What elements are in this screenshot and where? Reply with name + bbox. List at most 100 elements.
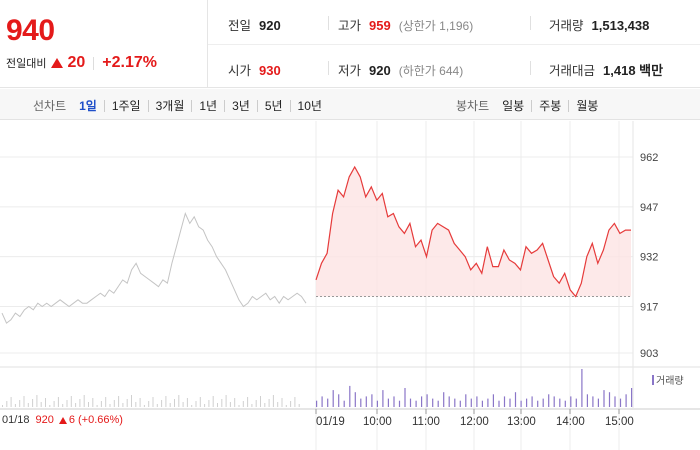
divider bbox=[328, 16, 329, 30]
today-series bbox=[315, 165, 631, 298]
volume-bar bbox=[264, 403, 266, 407]
prev-close: 920 bbox=[35, 414, 54, 426]
volume-bar bbox=[148, 401, 150, 407]
volume-bar bbox=[161, 400, 163, 407]
volume-bar bbox=[614, 396, 616, 407]
lower-limit: (하한가 644) bbox=[398, 64, 464, 78]
x-axis-labels: 01/19 10:00 11:00 12:00 13:00 14:00 15:00 bbox=[315, 409, 634, 428]
stat-prev-close: 전일 920 bbox=[228, 15, 281, 34]
today-area bbox=[316, 167, 631, 298]
today-fill bbox=[316, 167, 631, 297]
volume-bar bbox=[465, 394, 467, 407]
intraday-chart: 962 947 932 917 903 01/19 10:00 11:00 12:00 13:0… bbox=[0, 121, 700, 450]
volume-bar bbox=[437, 400, 439, 407]
volume-bar bbox=[126, 399, 128, 407]
volume-bar bbox=[476, 396, 478, 407]
stat-open: 시가 930 bbox=[228, 60, 281, 79]
volume-bar bbox=[520, 400, 522, 407]
volume-bar bbox=[603, 390, 605, 407]
volume-bar bbox=[113, 400, 115, 407]
x-tick-label: 13:00 bbox=[507, 416, 536, 428]
volume-bar bbox=[586, 394, 588, 407]
volume-bar bbox=[409, 398, 412, 407]
volume-bar bbox=[387, 398, 389, 407]
tab-monthly-candle[interactable]: 월봉 bbox=[568, 99, 605, 112]
volume-bar bbox=[393, 396, 395, 407]
volume-bar bbox=[208, 400, 210, 407]
volume-bar bbox=[199, 397, 201, 407]
volume-bar bbox=[217, 403, 218, 407]
volume-bar bbox=[53, 401, 55, 407]
volume-bar bbox=[272, 395, 274, 407]
stat-value: 920 bbox=[259, 18, 281, 33]
volume-bar bbox=[27, 403, 29, 407]
volume-bar bbox=[260, 396, 261, 407]
price-box: 940 전일대비 20 +2.17% bbox=[0, 0, 208, 88]
volume-bar bbox=[432, 398, 434, 407]
volume-bar bbox=[498, 400, 500, 407]
volume-bar bbox=[443, 392, 445, 407]
volume-bar bbox=[182, 402, 184, 407]
tab-10year[interactable]: 10년 bbox=[289, 99, 329, 112]
volume-bar bbox=[343, 400, 345, 407]
volume-bar bbox=[105, 397, 107, 407]
volume-bar bbox=[448, 396, 450, 407]
divider bbox=[530, 61, 531, 75]
tab-5year[interactable]: 5년 bbox=[256, 99, 290, 112]
volume-bar bbox=[492, 394, 494, 407]
y-tick-label: 962 bbox=[640, 152, 658, 164]
volume-bar bbox=[2, 405, 3, 407]
tab-1day[interactable]: 1일 bbox=[79, 98, 97, 113]
volume-bar bbox=[503, 396, 506, 407]
stat-low: 저가 920 (하한가 644) bbox=[338, 60, 463, 79]
change-label: 전일대비 bbox=[6, 58, 47, 70]
volume-bar bbox=[514, 392, 517, 407]
volume-bar bbox=[597, 398, 599, 407]
stats-divider bbox=[208, 44, 700, 45]
stat-value: 959 bbox=[369, 18, 391, 33]
volume-bar bbox=[195, 401, 197, 407]
volume-bar bbox=[360, 398, 362, 407]
volume-bar bbox=[631, 388, 633, 407]
x-tick-label: 14:00 bbox=[556, 416, 585, 428]
tab-daily-candle[interactable]: 일봉 bbox=[502, 98, 525, 113]
tab-weekly-candle[interactable]: 주봉 bbox=[531, 99, 568, 112]
tab-3year[interactable]: 3년 bbox=[224, 99, 257, 112]
volume-bar bbox=[365, 396, 367, 407]
tab-1week[interactable]: 1주일 bbox=[103, 99, 148, 112]
volume-bar bbox=[165, 396, 167, 407]
volume-bar bbox=[57, 397, 59, 407]
x-tick-label: 15:00 bbox=[605, 416, 634, 428]
volume-bar bbox=[570, 396, 572, 407]
tab-3month[interactable]: 3개월 bbox=[147, 99, 192, 112]
volume-bar bbox=[242, 401, 244, 407]
volume-bar bbox=[592, 396, 594, 407]
volume-bar bbox=[382, 390, 384, 407]
stat-label: 거래대금 bbox=[549, 64, 596, 78]
volume-bar bbox=[169, 403, 171, 407]
stat-value: 1,418 백만 bbox=[603, 63, 664, 78]
y-tick-label: 947 bbox=[640, 202, 658, 214]
tab-1year[interactable]: 1년 bbox=[191, 99, 224, 112]
volume-bar bbox=[83, 395, 85, 407]
volume-bar bbox=[268, 399, 270, 407]
stat-value: 1,513,438 bbox=[591, 18, 650, 33]
chart-grid bbox=[0, 121, 700, 450]
upper-limit: (상한가 1,196) bbox=[398, 19, 474, 33]
volume-bar bbox=[509, 398, 511, 407]
stat-value: 930 bbox=[259, 63, 281, 78]
volume-bar bbox=[135, 402, 137, 407]
current-price: 940 bbox=[6, 14, 55, 47]
volume-bar bbox=[426, 394, 428, 407]
volume-bar bbox=[294, 397, 296, 407]
volume-bar bbox=[421, 396, 423, 407]
line-chart-tabs: 선차트 1일 1주일 3개월 1년 3년 5년 10년 bbox=[33, 97, 329, 114]
volume-bar bbox=[564, 400, 566, 407]
x-tick-label: 01/19 bbox=[316, 416, 345, 428]
volume-bar bbox=[70, 396, 72, 407]
volume-bar bbox=[247, 397, 249, 407]
volume-bar bbox=[45, 398, 46, 407]
change-value: 20 bbox=[67, 54, 86, 71]
volume-bar bbox=[608, 392, 611, 407]
chart-period-tabs: 선차트 1일 1주일 3개월 1년 3년 5년 10년 봉차트 일봉 주봉 월봉 bbox=[0, 89, 700, 120]
